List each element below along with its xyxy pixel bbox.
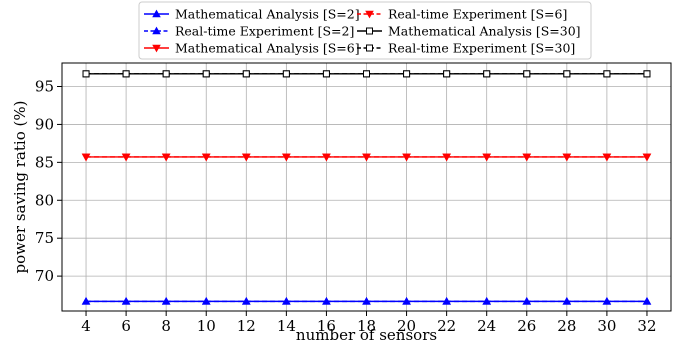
data-point-marker	[482, 296, 491, 305]
data-point-marker	[442, 296, 451, 305]
data-point-marker	[81, 296, 91, 305]
data-point-marker	[642, 153, 652, 162]
data-point-marker	[121, 296, 131, 305]
data-point-marker	[152, 44, 161, 53]
x-tick-label: 6	[121, 317, 131, 335]
data-point-marker	[523, 70, 531, 78]
data-point-marker	[402, 296, 411, 305]
data-point-marker	[122, 70, 130, 78]
data-point-marker	[242, 153, 251, 162]
data-point-marker	[322, 296, 331, 305]
x-tick-label: 16	[317, 317, 336, 335]
x-tick-label: 22	[437, 317, 456, 335]
data-point-marker	[563, 70, 571, 78]
data-point-marker	[81, 153, 91, 162]
data-point-marker	[363, 70, 370, 78]
data-point-marker	[402, 153, 411, 162]
data-point-marker	[482, 153, 491, 162]
data-point-marker	[483, 70, 491, 78]
data-point-marker	[82, 70, 90, 78]
series-4	[81, 153, 652, 162]
x-tick-label: 18	[357, 317, 376, 335]
x-tick-label: 20	[397, 317, 416, 335]
data-point-marker	[162, 70, 170, 78]
data-point-marker	[602, 296, 612, 305]
data-point-marker	[366, 27, 373, 35]
x-axis-label: number of sensors	[296, 326, 437, 343]
legend: Mathematical Analysis [S=2] Real-time Exp…	[138, 1, 592, 60]
y-tick-label: 70	[35, 267, 54, 285]
x-tick-label: 8	[161, 317, 171, 335]
x-tick-label: 10	[197, 317, 216, 335]
data-point-marker	[366, 44, 373, 52]
data-point-marker	[562, 296, 572, 305]
series-layer	[81, 70, 652, 305]
x-tick-label: 24	[477, 317, 496, 335]
y-tick-label: 90	[35, 115, 54, 133]
x-tick-label: 12	[237, 317, 256, 335]
data-point-marker	[365, 10, 374, 19]
data-point-marker	[202, 70, 210, 78]
legend-item: Mathematical Analysis [S=6]	[144, 41, 360, 56]
x-tick-label: 4	[81, 317, 91, 335]
x-tick-label: 28	[557, 317, 576, 335]
data-point-marker	[201, 296, 211, 305]
data-point-marker	[603, 70, 611, 78]
data-point-marker	[522, 153, 532, 162]
y-axis-label: power saving ratio (%)	[11, 101, 29, 274]
legend-item: Mathematical Analysis [S=2]	[144, 7, 360, 22]
x-tick-label: 30	[597, 317, 616, 335]
data-point-marker	[322, 153, 331, 162]
legend-label: Mathematical Analysis [S=6]	[175, 41, 360, 56]
data-point-marker	[242, 296, 251, 305]
data-point-marker	[201, 153, 211, 162]
data-point-marker	[403, 70, 411, 78]
data-point-marker	[152, 9, 161, 18]
data-point-marker	[362, 153, 371, 162]
legend-label: Mathematical Analysis [S=30]	[388, 24, 581, 39]
x-tick-label: 14	[277, 317, 296, 335]
data-point-marker	[282, 296, 291, 305]
data-point-marker	[161, 153, 171, 162]
data-point-marker	[282, 153, 291, 162]
data-point-marker	[442, 153, 451, 162]
y-tick-label: 95	[35, 78, 54, 96]
legend-label: Real-time Experiment [S=2]	[175, 24, 354, 39]
legend-item: Real-time Experiment [S=6]	[357, 7, 567, 22]
data-point-marker	[152, 26, 161, 35]
series-2	[81, 296, 652, 305]
data-point-marker	[643, 70, 651, 78]
data-point-marker	[642, 296, 652, 305]
legend-item: Real-time Experiment [S=2]	[144, 24, 354, 39]
data-point-marker	[562, 153, 572, 162]
data-point-marker	[322, 70, 330, 78]
data-point-marker	[161, 296, 171, 305]
legend-item: Real-time Experiment [S=30]	[357, 41, 575, 56]
y-tick-label: 80	[35, 191, 54, 209]
data-point-marker	[362, 296, 371, 305]
x-tick-label: 32	[637, 317, 656, 335]
x-axis-ticks: 4 6 8 10 12 14 16 18 20 22 24 26 28 30 32	[81, 311, 657, 335]
data-point-marker	[443, 70, 451, 78]
data-point-marker	[282, 70, 290, 78]
series-6	[82, 70, 651, 78]
legend-label: Mathematical Analysis [S=2]	[175, 7, 360, 22]
data-point-marker	[522, 296, 532, 305]
legend-label: Real-time Experiment [S=30]	[388, 41, 575, 56]
data-point-marker	[602, 153, 612, 162]
legend-item: Mathematical Analysis [S=30]	[357, 24, 581, 39]
grid-lines	[62, 63, 671, 311]
y-tick-label: 75	[35, 229, 54, 247]
x-tick-label: 26	[517, 317, 536, 335]
legend-label: Real-time Experiment [S=6]	[388, 7, 567, 22]
y-tick-label: 85	[35, 153, 54, 171]
y-axis-ticks: 70 75 80 85 90 95	[35, 78, 62, 285]
data-point-marker	[242, 70, 250, 78]
data-point-marker	[121, 153, 131, 162]
